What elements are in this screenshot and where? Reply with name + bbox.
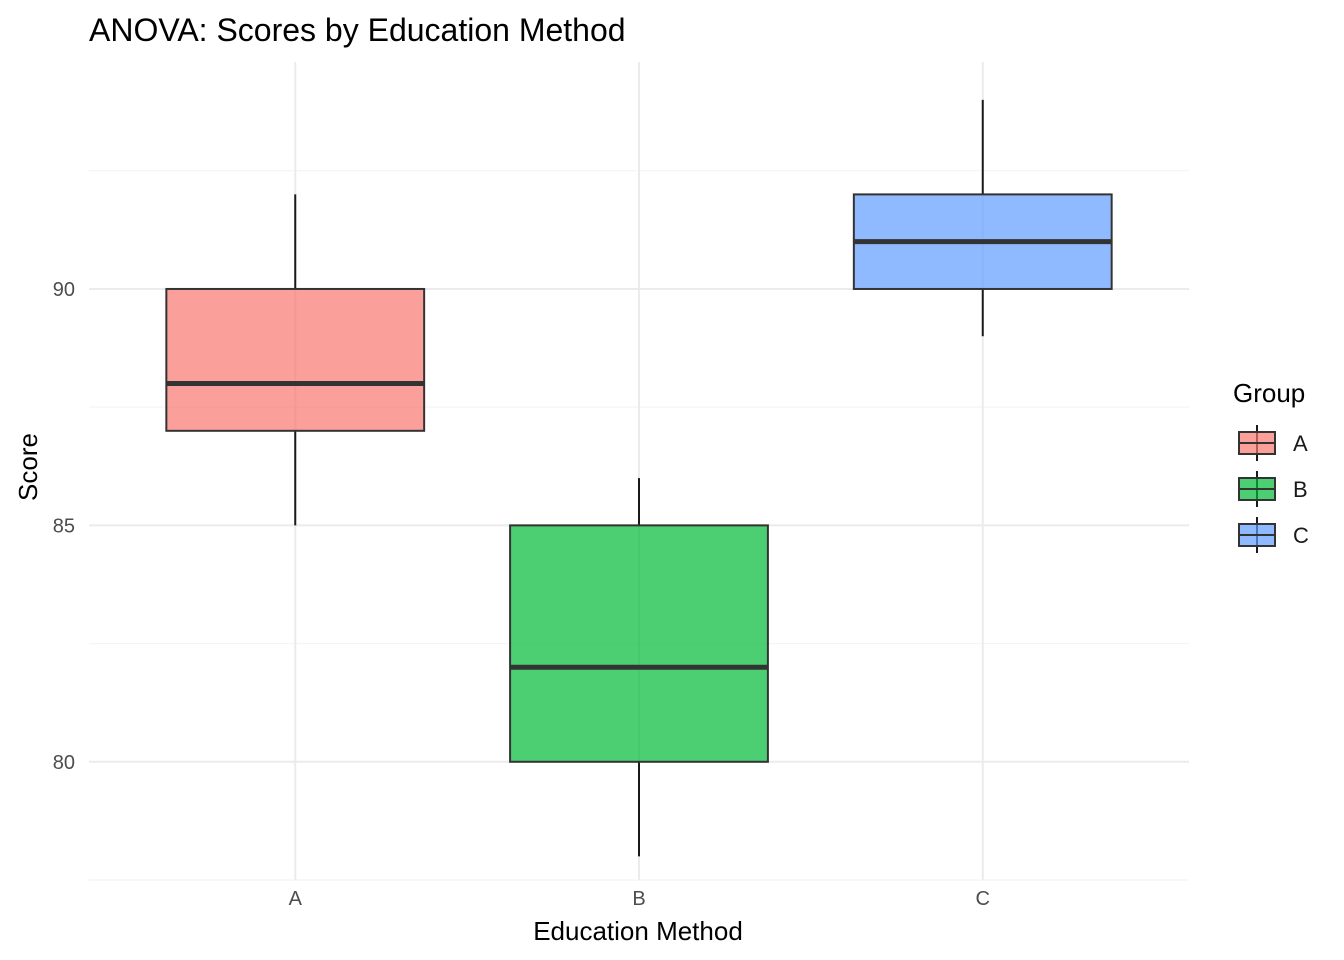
x-tick-label: C	[976, 888, 990, 910]
box-group-B	[509, 478, 769, 857]
box-group-C	[852, 99, 1113, 337]
box-B	[509, 524, 769, 763]
legend-label: B	[1293, 477, 1308, 502]
boxes	[165, 99, 1113, 857]
legend-item-B: B	[1238, 471, 1308, 507]
box-group-A	[165, 194, 426, 526]
y-tick-label: 85	[53, 515, 75, 537]
legend-item-C: C	[1238, 517, 1309, 553]
legend-title: Group	[1233, 378, 1305, 408]
legend-label: A	[1293, 431, 1308, 456]
x-tick-label: B	[632, 888, 645, 910]
chart-title: ANOVA: Scores by Education Method	[89, 12, 626, 48]
x-axis-title: Education Method	[533, 916, 743, 946]
y-tick-label: 80	[53, 752, 75, 774]
legend-item-A: A	[1238, 425, 1308, 461]
y-axis-title: Score	[13, 433, 43, 501]
x-tick-labels: A B C	[289, 888, 990, 910]
y-tick-labels: 80 85 90	[53, 279, 75, 774]
x-tick-label: A	[289, 888, 303, 910]
legend: Group ABC	[1233, 378, 1309, 553]
legend-label: C	[1293, 523, 1309, 548]
box-A	[165, 287, 426, 432]
y-tick-label: 90	[53, 279, 75, 301]
